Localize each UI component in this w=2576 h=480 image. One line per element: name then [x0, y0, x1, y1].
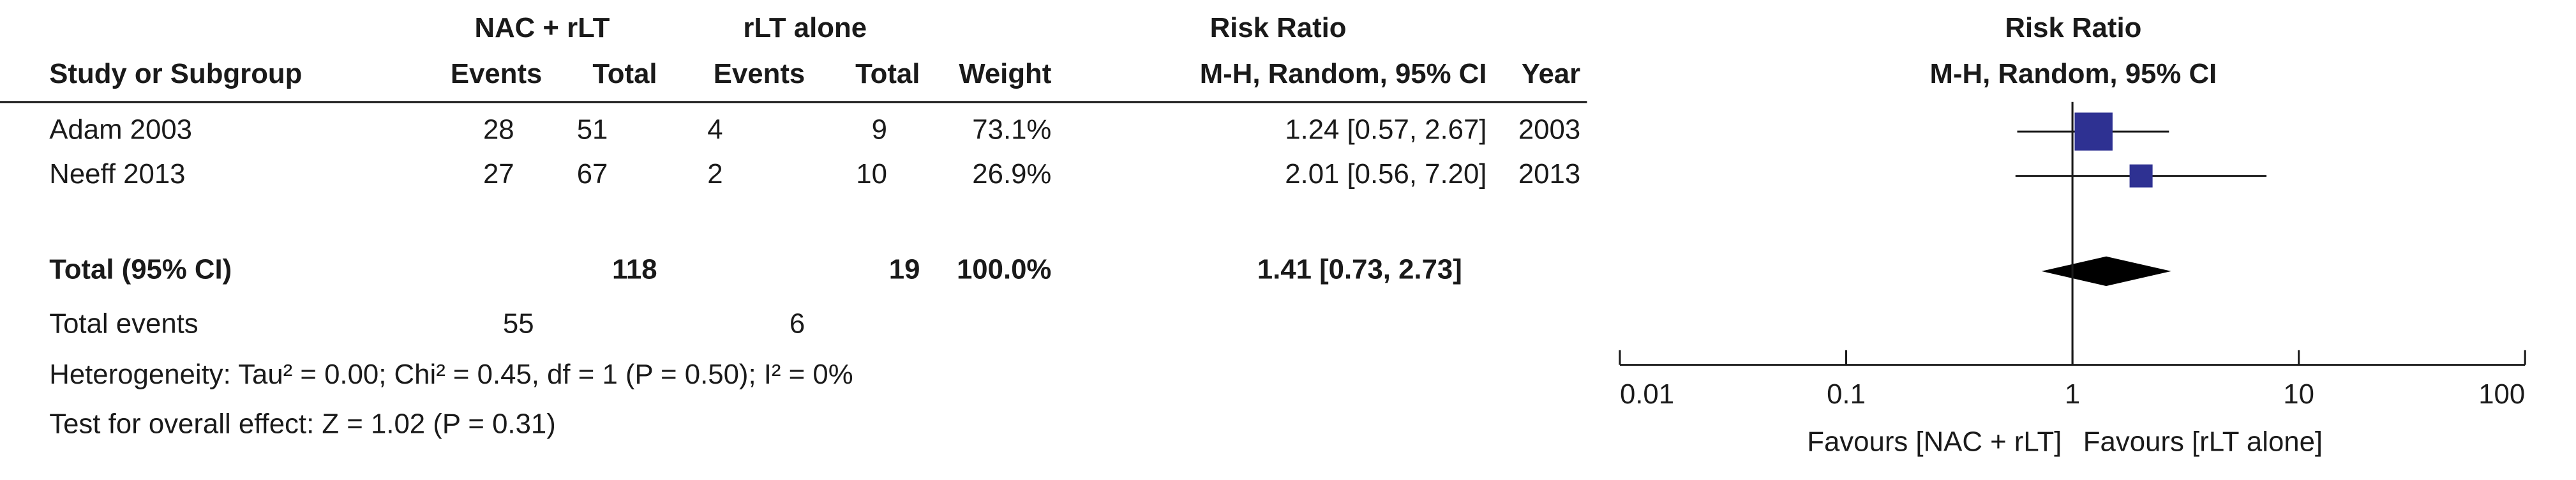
- study-name: Neeff 2013: [49, 158, 185, 190]
- total: 10: [856, 158, 887, 190]
- table-title: Risk Ratio: [1210, 12, 1347, 43]
- column-header: Events: [451, 58, 542, 89]
- x-tick-label: 10: [2283, 379, 2314, 410]
- total: 67: [577, 158, 608, 190]
- column-header: Weight: [959, 58, 1051, 89]
- x-tick-label: 1: [2065, 379, 2080, 410]
- year: 2003: [1518, 114, 1580, 146]
- group-header: rLT alone: [743, 12, 867, 43]
- total-name: Total (95% CI): [49, 253, 232, 285]
- total: 19: [889, 253, 920, 285]
- total: 118: [612, 253, 657, 285]
- study-square: [2074, 112, 2113, 151]
- total-events: 55: [503, 308, 534, 339]
- x-tick-label: 0.01: [1620, 379, 1674, 410]
- events: 28: [483, 114, 514, 146]
- column-header: Total: [855, 58, 920, 89]
- group-header: NAC + rLT: [474, 12, 610, 43]
- weight: 26.9%: [972, 158, 1051, 190]
- column-header: Events: [714, 58, 805, 89]
- risk-ratio: 1.41 [0.73, 2.73]: [1257, 253, 1462, 285]
- total: 51: [577, 114, 608, 146]
- column-header: Total: [592, 58, 657, 89]
- favours-right: Favours [rLT alone]: [2083, 426, 2323, 458]
- total-diamond: [2041, 256, 2171, 287]
- total: 9: [872, 114, 887, 146]
- column-header: Study or Subgroup: [49, 58, 302, 89]
- study-name: Adam 2003: [49, 114, 192, 146]
- weight: 73.1%: [972, 114, 1051, 146]
- risk-ratio: 1.24 [0.57, 2.67]: [1285, 114, 1486, 146]
- plot-method: M-H, Random, 95% CI: [1930, 58, 2217, 89]
- favours-left: Favours [NAC + rLT]: [1807, 426, 2062, 458]
- events: 27: [483, 158, 514, 190]
- events: 2: [707, 158, 723, 190]
- total-events-label: Total events: [49, 308, 198, 339]
- year: 2013: [1518, 158, 1580, 190]
- risk-ratio: 2.01 [0.56, 7.20]: [1285, 158, 1486, 190]
- total-events: 6: [790, 308, 805, 339]
- weight: 100.0%: [957, 253, 1051, 285]
- x-tick-label: 0.1: [1827, 379, 1866, 410]
- column-header: M-H, Random, 95% CI: [1200, 58, 1487, 89]
- heterogeneity: Heterogeneity: Tau² = 0.00; Chi² = 0.45,…: [49, 359, 853, 390]
- events: 4: [707, 114, 723, 146]
- column-header: Year: [1522, 58, 1580, 89]
- plot-title: Risk Ratio: [2005, 12, 2141, 43]
- x-tick-label: 100: [2478, 379, 2525, 410]
- overall-effect: Test for overall effect: Z = 1.02 (P = 0…: [49, 408, 556, 439]
- study-square: [2129, 164, 2153, 188]
